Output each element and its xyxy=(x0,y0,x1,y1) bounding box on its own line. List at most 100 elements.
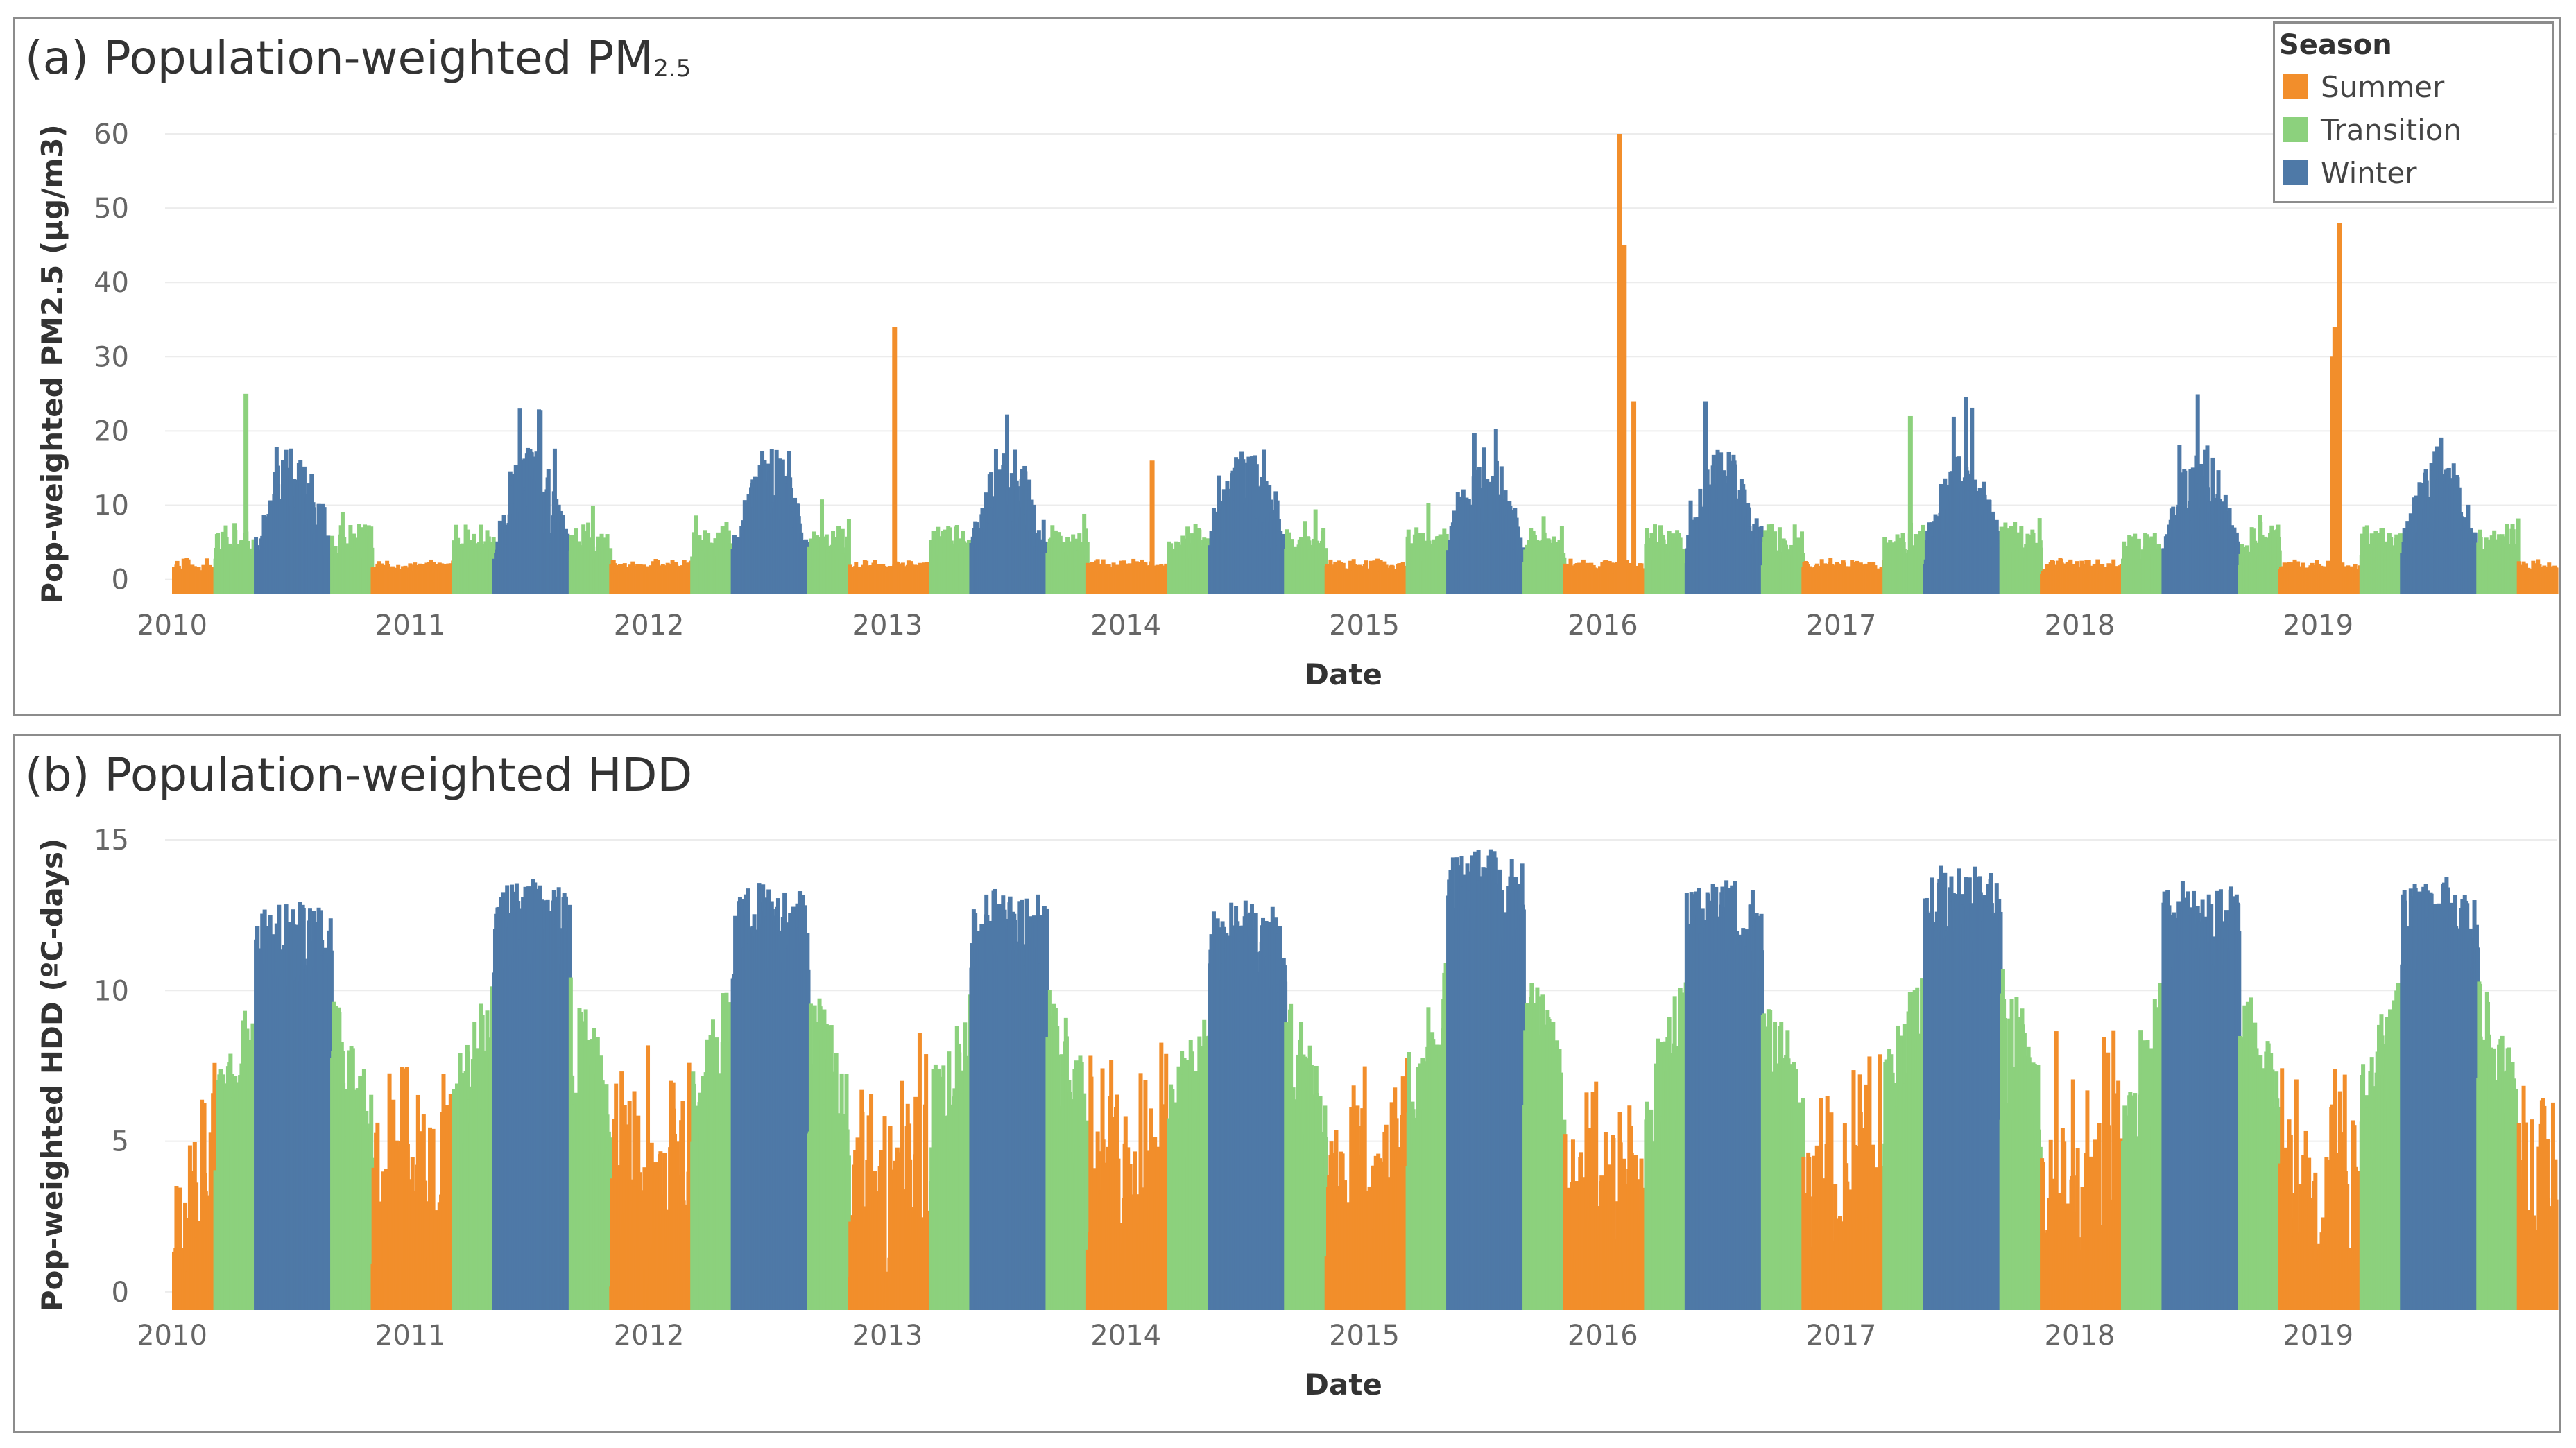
hdd-bar xyxy=(200,1099,205,1310)
hdd-bar xyxy=(1355,1105,1360,1310)
hdd-bar xyxy=(1618,1142,1623,1310)
pm25-x-tick-label: 2010 xyxy=(137,610,207,641)
winter-swatch xyxy=(2283,160,2308,185)
hdd-bar xyxy=(1389,1102,1394,1310)
hdd-y-tick-label: 10 xyxy=(94,975,129,1007)
pm25-y-tick-label: 50 xyxy=(94,193,129,225)
season-legend: Season Summer Transition Winter xyxy=(2273,21,2554,203)
hdd-bar xyxy=(1384,1124,1389,1310)
pm25-x-tick-label: 2018 xyxy=(2045,610,2115,641)
hdd-bar xyxy=(687,1062,692,1310)
pm25-bar xyxy=(2516,518,2521,594)
pm25-y-tick-label: 60 xyxy=(94,119,129,150)
hdd-bar xyxy=(1159,1042,1164,1310)
hdd-x-tick-label: 2019 xyxy=(2283,1320,2353,1352)
pm25-x-tick-label: 2019 xyxy=(2283,610,2353,641)
hdd-bar xyxy=(446,1143,451,1310)
hdd-bar xyxy=(1600,1219,1605,1310)
legend-label-transition: Transition xyxy=(2321,112,2462,147)
hdd-x-tick-label: 2011 xyxy=(375,1320,446,1352)
hdd-y-tick-label: 5 xyxy=(112,1126,129,1158)
hdd-bar xyxy=(1161,1104,1166,1310)
pm25-y-tick-label: 10 xyxy=(94,490,129,522)
pm25-spike-bar xyxy=(1617,134,1622,594)
hdd-bar xyxy=(1568,1234,1572,1310)
hdd-bar xyxy=(682,1204,687,1310)
hdd-bar xyxy=(1584,1092,1589,1310)
hdd-bar xyxy=(622,1105,627,1310)
pm25-x-tick-label: 2012 xyxy=(614,610,685,641)
pm25-spike-bar xyxy=(2337,223,2342,595)
legend-title: Season xyxy=(2279,29,2392,61)
pm25-bar xyxy=(1455,492,1460,594)
pm25-spike-bar xyxy=(243,393,249,594)
pm25-x-tick-label: 2017 xyxy=(1806,610,1877,641)
legend-item-winter: Winter xyxy=(2279,151,2548,194)
pm25-y-tick-label: 0 xyxy=(112,564,129,596)
hdd-bar xyxy=(1362,1066,1367,1310)
hdd-bar xyxy=(646,1045,651,1310)
pm25-spike-bar xyxy=(1622,245,1627,594)
hdd-bar xyxy=(1133,1151,1137,1310)
hdd-bar xyxy=(896,1152,901,1310)
hdd-bar xyxy=(1379,1161,1384,1310)
hdd-bar xyxy=(1580,1177,1585,1310)
pm25-bar xyxy=(2554,567,2559,594)
hdd-bar xyxy=(1400,1076,1405,1310)
hdd-bar xyxy=(1334,1130,1339,1310)
pm25-bar xyxy=(2038,547,2043,594)
hdd-x-tick-label: 2016 xyxy=(1568,1320,1638,1352)
hdd-bar xyxy=(184,1218,189,1310)
pm25-y-tick-label: 40 xyxy=(94,267,129,299)
pm25-bar xyxy=(590,505,595,594)
hdd-bar xyxy=(394,1140,399,1310)
hdd-bar xyxy=(1594,1081,1599,1310)
hdd-bar xyxy=(879,1150,884,1310)
legend-item-summer: Summer xyxy=(2279,65,2548,108)
pm25-y-axis-title: Pop-weighted PM2.5 (µg/m3) xyxy=(35,124,69,603)
hdd-bar xyxy=(391,1099,396,1310)
panel-a-title: (a) Population-weighted PM2.5 xyxy=(25,31,692,85)
hdd-bar xyxy=(178,1187,182,1310)
pm25-spike-bar xyxy=(1907,415,1913,594)
hdd-bar xyxy=(1394,1118,1399,1310)
hdd-bar xyxy=(924,1054,929,1310)
pm25-x-axis-title: Date xyxy=(1305,657,1382,691)
hdd-bar xyxy=(1622,1158,1626,1310)
hdd-bar xyxy=(642,1167,647,1310)
pm25-spike-bar xyxy=(1631,401,1637,594)
pm25-x-tick-label: 2011 xyxy=(375,610,446,641)
hdd-bar xyxy=(1611,1138,1616,1310)
hdd-x-tick-label: 2015 xyxy=(1329,1320,1400,1352)
pm25-spike-bar xyxy=(2330,356,2335,594)
pm25-x-tick-label: 2015 xyxy=(1329,610,1400,641)
transition-swatch xyxy=(2283,117,2308,142)
pm25-bar xyxy=(546,469,551,594)
pm25-y-tick-label: 30 xyxy=(94,341,129,373)
legend-label-winter: Winter xyxy=(2321,155,2417,190)
pm25-bar xyxy=(517,408,522,594)
hdd-series xyxy=(172,849,2559,1310)
hdd-bar xyxy=(431,1128,436,1310)
hdd-bar xyxy=(371,1167,376,1310)
hdd-bar xyxy=(900,1080,904,1310)
hdd-bar xyxy=(917,1033,922,1310)
pm25-spike-bar xyxy=(1149,460,1155,594)
hdd-x-tick-label: 2012 xyxy=(614,1320,685,1352)
hdd-bar xyxy=(672,1133,677,1310)
summer-swatch xyxy=(2283,74,2308,99)
hdd-bar xyxy=(925,1210,930,1310)
legend-label-summer: Summer xyxy=(2321,69,2445,104)
hdd-x-tick-label: 2014 xyxy=(1090,1320,1161,1352)
pm25-spike-bar xyxy=(1703,401,1708,594)
hdd-y-axis-title: Pop-weighted HDD (ºC-days) xyxy=(35,838,69,1311)
hdd-bar xyxy=(423,1180,428,1310)
hdd-bar xyxy=(1630,1167,1635,1310)
hdd-bar xyxy=(387,1073,392,1310)
hdd-bar xyxy=(1590,1092,1595,1310)
hdd-bar xyxy=(1143,1080,1148,1310)
hdd-bar xyxy=(614,1083,619,1310)
hdd-x-axis-title: Date xyxy=(1305,1368,1382,1402)
